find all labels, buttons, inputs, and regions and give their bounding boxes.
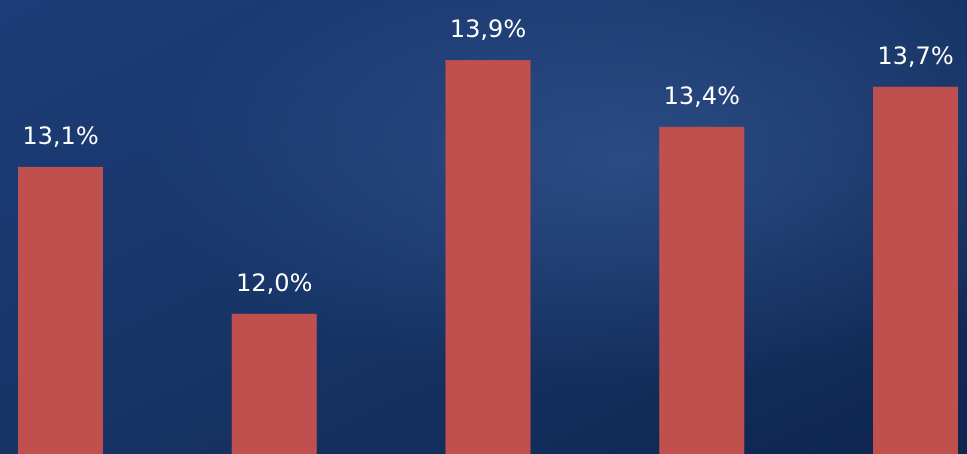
data-label: 13,1% (22, 122, 98, 150)
data-label: 13,9% (450, 15, 526, 43)
data-label: 13,7% (877, 42, 953, 70)
bar (231, 313, 317, 454)
bar (659, 126, 745, 454)
data-label: 13,4% (664, 82, 740, 110)
data-label: 12,0% (236, 269, 312, 297)
bar (873, 86, 958, 454)
bar (445, 60, 531, 454)
bar (18, 166, 103, 454)
